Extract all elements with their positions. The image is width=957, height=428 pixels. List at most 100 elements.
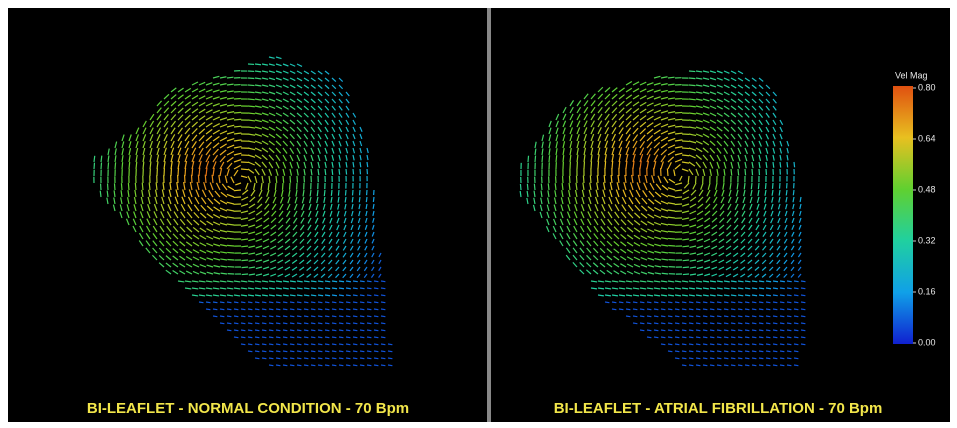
vector (725, 259, 732, 264)
vector (299, 238, 305, 244)
vector (744, 112, 750, 118)
vector (547, 190, 550, 198)
vector (370, 273, 375, 278)
vector (338, 105, 343, 111)
vector (268, 322, 274, 325)
vector (737, 91, 744, 96)
vector (198, 121, 206, 128)
vector (113, 197, 116, 205)
vector (646, 315, 652, 318)
vector (170, 140, 175, 149)
vector (373, 350, 379, 353)
vector (235, 182, 242, 186)
vector (233, 287, 241, 290)
vector (331, 112, 336, 118)
vector (275, 175, 278, 184)
vector (134, 189, 137, 198)
vector (695, 294, 702, 297)
vector (282, 175, 285, 183)
vector (702, 147, 709, 154)
vector (364, 252, 368, 258)
vector (716, 336, 722, 339)
vector (206, 228, 214, 233)
vector (372, 210, 375, 216)
vector (740, 252, 746, 258)
vector (240, 343, 246, 346)
vector (380, 329, 386, 332)
vector (627, 219, 634, 226)
vector (800, 308, 806, 311)
vector (674, 329, 680, 332)
vector (254, 84, 262, 87)
vector (226, 294, 234, 297)
vector (674, 158, 683, 163)
vector (723, 98, 730, 103)
vector (321, 238, 326, 245)
vector (730, 322, 736, 325)
vector (321, 245, 326, 251)
vector (205, 308, 211, 311)
vector (696, 252, 704, 256)
vector (768, 266, 774, 272)
vector (702, 322, 708, 325)
vector (624, 174, 627, 184)
vector (765, 336, 771, 339)
vector (275, 126, 282, 132)
vector (331, 322, 337, 325)
vector (296, 105, 303, 111)
vector (240, 336, 246, 339)
vector (695, 112, 703, 116)
vector (613, 262, 620, 268)
vector (660, 294, 668, 297)
vector (716, 315, 722, 318)
vector (786, 350, 792, 353)
vector (709, 287, 716, 290)
vector (695, 301, 701, 304)
vector (654, 236, 662, 240)
vector (737, 70, 744, 75)
vector (763, 210, 767, 217)
vector (345, 119, 350, 126)
vector (783, 273, 788, 278)
vector (590, 287, 598, 290)
vector (373, 308, 379, 311)
vector (184, 140, 190, 149)
vector (740, 245, 746, 251)
vector (352, 161, 355, 168)
vector (647, 228, 655, 233)
vector (654, 243, 662, 247)
vector (331, 119, 336, 126)
vector (614, 204, 620, 212)
vector (345, 294, 351, 297)
vector (761, 273, 767, 278)
vector (161, 189, 165, 198)
vector (344, 196, 347, 203)
vector (744, 154, 748, 162)
vector (387, 357, 393, 360)
vector (213, 198, 221, 205)
vector (247, 308, 253, 311)
vector (263, 210, 270, 217)
vector (148, 189, 151, 198)
vector (107, 155, 110, 163)
vector (601, 196, 606, 205)
vector (735, 189, 739, 197)
vector (640, 212, 648, 219)
vector (618, 114, 625, 121)
vector (352, 350, 358, 353)
vector (282, 84, 289, 89)
vector (184, 134, 190, 142)
vector (338, 154, 341, 161)
vector (268, 329, 274, 332)
vector (755, 224, 760, 231)
vector (322, 217, 326, 224)
vector (324, 308, 330, 311)
vector (649, 182, 655, 191)
vector (618, 140, 623, 149)
vector (177, 280, 185, 283)
vector (776, 259, 781, 265)
vector (695, 91, 703, 94)
vector (324, 112, 330, 118)
vector (702, 357, 708, 360)
vector (373, 343, 379, 346)
